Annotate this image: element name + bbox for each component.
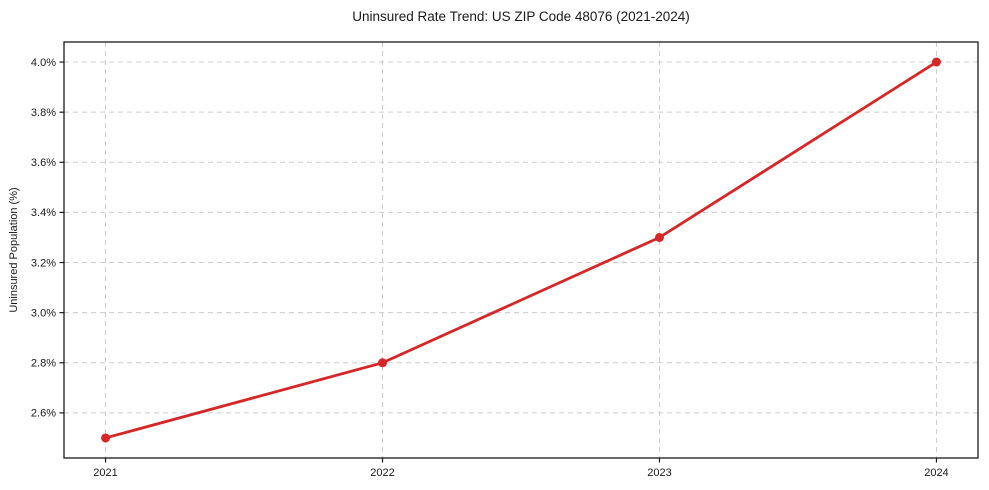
- x-tick-label: 2023: [647, 467, 671, 479]
- y-tick-label: 2.6%: [31, 408, 56, 420]
- data-point: [654, 232, 664, 242]
- y-tick-label: 3.6%: [31, 157, 56, 169]
- plot-border: [63, 41, 979, 459]
- trend-line: [104, 60, 938, 440]
- data-point: [378, 358, 388, 368]
- y-tick-label: 3.0%: [31, 307, 56, 319]
- x-tick-label: 2021: [93, 467, 117, 479]
- x-tick-label: 2024: [924, 467, 948, 479]
- y-tick-label: 4.0%: [31, 57, 56, 69]
- y-tick-label: 3.4%: [31, 207, 56, 219]
- x-tick-label: 2022: [370, 467, 394, 479]
- y-tick-label: 3.8%: [31, 107, 56, 119]
- data-point: [101, 433, 111, 443]
- y-tick-label: 2.8%: [31, 358, 56, 370]
- chart-title: Uninsured Rate Trend: US ZIP Code 48076 …: [352, 9, 690, 24]
- data-point: [931, 57, 941, 67]
- y-tick-label: 3.2%: [31, 257, 56, 269]
